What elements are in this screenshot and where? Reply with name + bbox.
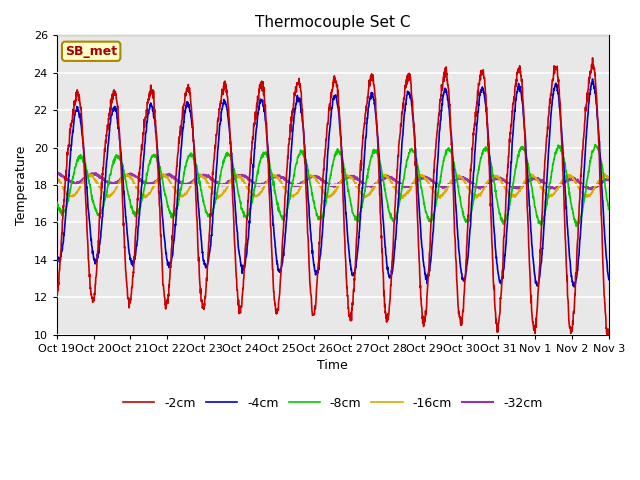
-2cm	[321, 146, 329, 152]
-2cm	[81, 180, 89, 185]
-16cm	[488, 175, 495, 181]
-8cm	[321, 203, 329, 208]
Y-axis label: Temperature: Temperature	[15, 145, 28, 225]
-32cm	[589, 186, 597, 192]
-16cm	[605, 174, 612, 180]
-16cm	[600, 170, 608, 176]
-32cm	[588, 187, 595, 192]
Line: -2cm: -2cm	[57, 58, 609, 335]
-4cm	[589, 76, 596, 82]
-8cm	[53, 199, 61, 205]
-4cm	[53, 252, 61, 258]
-4cm	[589, 79, 597, 85]
-32cm	[589, 184, 597, 190]
-8cm	[591, 142, 599, 147]
-8cm	[605, 204, 612, 210]
-8cm	[81, 161, 89, 167]
-16cm	[53, 176, 61, 181]
Line: -4cm: -4cm	[57, 79, 609, 287]
-4cm	[570, 284, 578, 290]
-2cm	[488, 225, 495, 231]
Line: -16cm: -16cm	[57, 173, 609, 198]
Line: -32cm: -32cm	[57, 173, 609, 190]
-16cm	[589, 188, 596, 193]
-16cm	[307, 173, 314, 179]
-2cm	[589, 55, 596, 61]
-8cm	[589, 149, 597, 155]
-32cm	[92, 170, 100, 176]
-4cm	[488, 182, 495, 188]
-32cm	[307, 174, 315, 180]
-2cm	[604, 332, 611, 337]
-16cm	[589, 187, 597, 193]
X-axis label: Time: Time	[317, 359, 348, 372]
-32cm	[81, 175, 89, 181]
-2cm	[589, 64, 596, 70]
-2cm	[589, 65, 597, 71]
-8cm	[589, 148, 596, 154]
-32cm	[322, 179, 330, 185]
Line: -8cm: -8cm	[57, 144, 609, 226]
Text: SB_met: SB_met	[65, 45, 117, 58]
-2cm	[307, 290, 314, 296]
-8cm	[307, 183, 314, 189]
-4cm	[321, 191, 329, 196]
-16cm	[399, 195, 406, 201]
-2cm	[605, 330, 612, 336]
-32cm	[488, 178, 495, 184]
Legend: -2cm, -4cm, -8cm, -16cm, -32cm: -2cm, -4cm, -8cm, -16cm, -32cm	[118, 392, 548, 415]
-16cm	[321, 192, 329, 197]
-16cm	[81, 176, 89, 181]
-4cm	[589, 81, 597, 86]
-4cm	[307, 229, 314, 235]
-32cm	[53, 171, 61, 177]
-32cm	[605, 177, 612, 183]
-2cm	[53, 288, 61, 294]
Title: Thermocouple Set C: Thermocouple Set C	[255, 15, 411, 30]
-8cm	[488, 165, 495, 170]
-4cm	[605, 277, 612, 283]
-4cm	[81, 163, 89, 168]
-8cm	[572, 223, 580, 229]
